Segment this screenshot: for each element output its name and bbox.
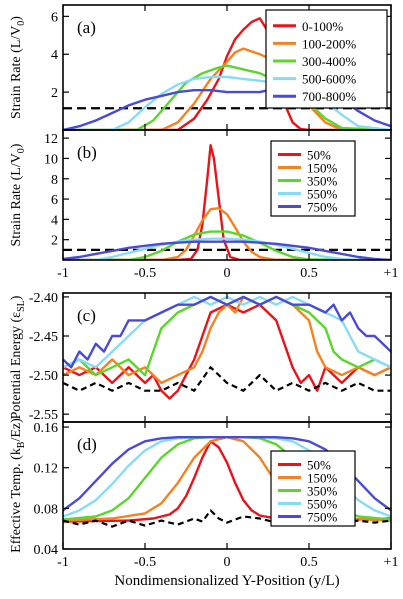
legend-label: 300-400%	[302, 54, 356, 69]
y-tick-label: 4	[51, 213, 58, 228]
x-tick-label: -1	[57, 266, 69, 281]
panel-label: (d)	[77, 435, 97, 454]
x-tick-label: -0.5	[134, 266, 156, 281]
series-line-550-	[63, 237, 391, 260]
y-tick-label: 4	[51, 48, 58, 63]
plot-frame	[62, 292, 392, 423]
series-line-dashed	[63, 509, 391, 528]
legend-label: 500-600%	[302, 72, 356, 87]
legend-label: 550%	[307, 187, 338, 202]
y-axis-label: Strain Rate (L/V0)	[9, 16, 27, 119]
y-tick-label: -2.45	[29, 330, 58, 345]
legend-label: 100-200%	[302, 36, 356, 51]
y-tick-label: -2.55	[29, 408, 58, 423]
y-tick-label: 0.16	[34, 421, 59, 436]
legend-label: 350%	[307, 174, 338, 189]
x-tick-label: -1	[57, 555, 69, 570]
legend-label: 350%	[307, 484, 338, 499]
y-tick-label: 0.12	[34, 462, 59, 477]
panel-c: -2.40 -2.45 -2.50 -2.55 (c) Potential Energy …	[9, 291, 392, 423]
legend-label: 50%	[307, 458, 331, 473]
series-line-750-	[63, 295, 391, 369]
y-axis-label: Effective Temp. (kB/Ez)	[9, 418, 27, 553]
y-axis-label: Strain Rate (L/V0)	[9, 143, 27, 246]
legend-label: 150%	[307, 161, 338, 176]
legend-label: 0-100%	[302, 19, 343, 34]
series-line-150-	[63, 206, 391, 260]
y-tick-label: 10	[44, 152, 58, 167]
series-line-300-400-	[63, 64, 391, 130]
y-tick-label: 12	[44, 132, 58, 147]
panel-label: (a)	[77, 18, 96, 37]
y-tick-label: -2.50	[29, 369, 58, 384]
legend: 50%150%350%550%750%	[270, 140, 356, 217]
y-tick-label: 2	[51, 86, 58, 101]
series-line-150-	[63, 295, 391, 385]
legend-label: 700-800%	[302, 89, 356, 104]
y-tick-label: 0.04	[34, 543, 59, 558]
legend-label: 550%	[307, 497, 338, 512]
series-line-0-100-	[63, 17, 391, 130]
legend: 50%150%350%550%750%	[270, 450, 356, 527]
panel-d: 0.04 0.08 0.12 0.16 -1 -0.5 0 0.5 +1 (d) Effective…	[9, 418, 398, 589]
x-tick-label: 0.5	[300, 266, 318, 281]
y-tick-label: -2.40	[29, 291, 58, 306]
panel-label: (c)	[77, 306, 96, 325]
x-tick-label: -0.5	[134, 555, 156, 570]
panel-label: (b)	[77, 143, 97, 162]
x-tick-label: 0	[224, 555, 231, 570]
y-tick-label: 6	[51, 10, 58, 25]
y-tick-label: 8	[51, 173, 58, 188]
series-line-100-200-	[63, 47, 391, 130]
panel-b: 2 4 6 8 10 12 -1 -0.5 0 0.5 +1 (b) Strain Rate (L/V0…	[9, 129, 399, 281]
legend-label: 750%	[307, 510, 338, 525]
series-line-dashed	[63, 366, 391, 392]
legend-label: 750%	[307, 200, 338, 215]
series-line-350-	[63, 230, 391, 260]
y-tick-label: 6	[51, 193, 58, 208]
legend-label: 150%	[307, 471, 338, 486]
legend-label: 50%	[307, 148, 331, 163]
y-axis-label: Potential Energy (εSL)	[9, 295, 27, 419]
series-line-550-	[63, 295, 391, 369]
x-axis-label: Nondimensionalized Y-Position (y/L)	[114, 573, 339, 589]
series-line-750-	[63, 240, 391, 260]
x-tick-label: +1	[384, 266, 399, 281]
x-tick-label: 0.5	[300, 555, 318, 570]
series-line-50-	[63, 303, 391, 400]
panel-a: 2 4 6 (a) Strain Rate (L/V0) 0-100% 100-200% 30…	[9, 4, 392, 131]
y-tick-label: 0.08	[34, 502, 59, 517]
x-tick-label: 0	[224, 266, 231, 281]
y-tick-label: 2	[51, 234, 58, 249]
legend: 0-100% 100-200% 300-400% 500-600% 700-800%	[265, 9, 388, 109]
x-tick-label: +1	[384, 555, 399, 570]
